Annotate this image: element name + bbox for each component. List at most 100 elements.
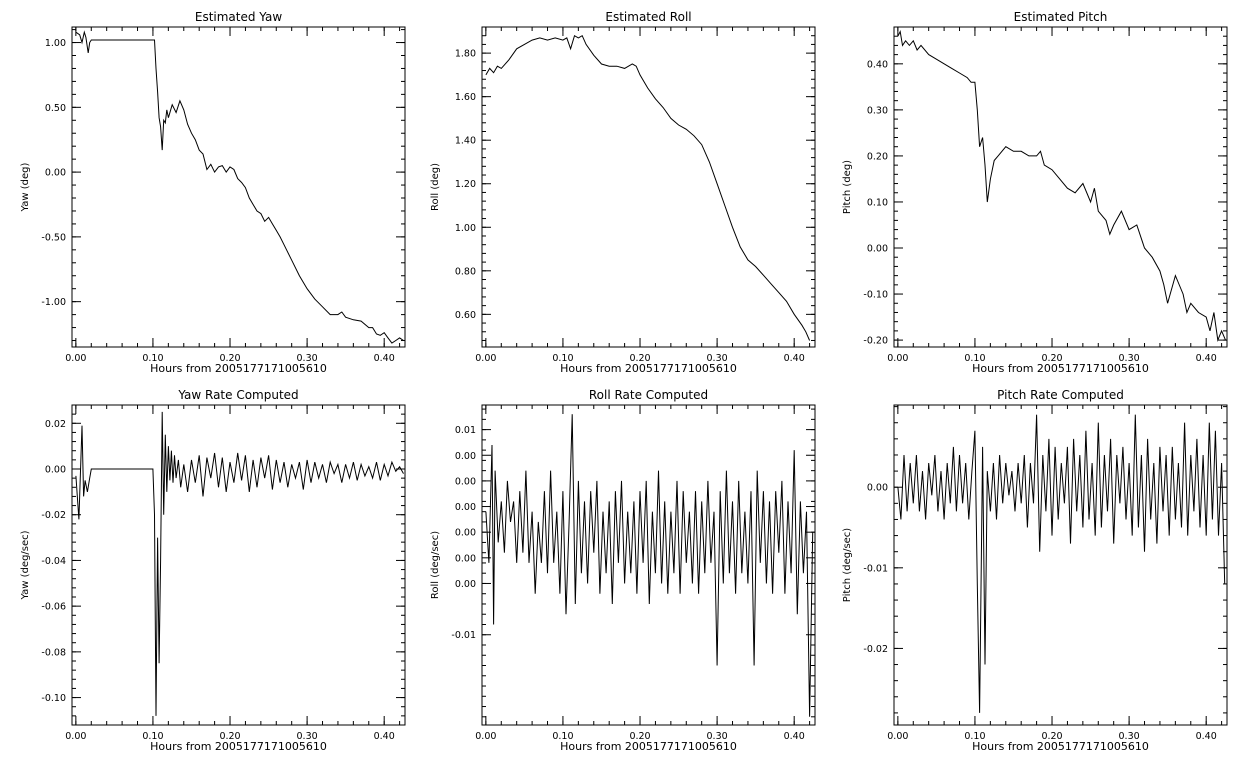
- y-tick-label: -0.20: [863, 336, 888, 347]
- y-tick-label: 1.60: [455, 92, 476, 103]
- x-tick-label: 0.20: [1041, 353, 1062, 364]
- chart-title: Pitch Rate Computed: [997, 388, 1124, 402]
- y-axis-label: Pitch (deg): [842, 160, 853, 214]
- x-tick-label: 0.30: [707, 353, 728, 364]
- y-tick-label: 0.00: [867, 483, 888, 494]
- x-tick-label: 0.30: [707, 731, 728, 742]
- x-tick-label: 0.30: [297, 731, 318, 742]
- x-tick-label: 0.10: [142, 731, 163, 742]
- series-line: [75, 30, 404, 344]
- y-axis-label: Yaw (deg): [20, 162, 31, 212]
- y-tick-label: 0.00: [45, 168, 66, 179]
- y-tick-label: 1.80: [455, 49, 476, 60]
- y-tick-label: 0.00: [455, 502, 476, 513]
- x-tick-label: 0.40: [374, 731, 395, 742]
- y-tick-label: -0.08: [41, 647, 66, 658]
- y-tick-label: -0.01: [863, 563, 888, 574]
- x-tick-label: 0.00: [475, 731, 496, 742]
- y-tick-label: -0.10: [863, 290, 888, 301]
- chart-panel-1: 0.00 0.10 0.20 0.30 0.40 -1.00 -0.50 0.00 0.50 1.…: [20, 10, 406, 375]
- x-tick-label: 0.20: [629, 353, 650, 364]
- x-tick-label: 0.20: [219, 353, 240, 364]
- series-line: [897, 414, 1226, 713]
- y-tick-label: 0.80: [455, 266, 476, 277]
- x-axis-label: Hours from 2005177171005610: [150, 740, 327, 753]
- series-line: [75, 411, 404, 716]
- y-tick-label: 1.20: [455, 179, 476, 190]
- x-tick-label: 0.30: [297, 353, 318, 364]
- x-axis-label: Hours from 2005177171005610: [560, 362, 737, 375]
- chart-panel-6: 0.00 0.10 0.20 0.30 0.40 -0.02 -0.01 0.00 Pitch …: [842, 388, 1228, 753]
- y-tick-label: 0.30: [867, 105, 888, 116]
- chart-panel-5: 0.00 0.10 0.20 0.30 0.40 -0.01 0.00 0.00 0.00 0.0…: [430, 388, 816, 753]
- plot-frame: [893, 404, 1228, 726]
- x-tick-label: 0.10: [964, 353, 985, 364]
- y-tick-label: 0.00: [455, 451, 476, 462]
- plot-frame: [481, 26, 816, 348]
- chart-panel-2: 0.00 0.10 0.20 0.30 0.40 0.60 0.80 1.00 1.20 1.40…: [430, 10, 816, 375]
- x-tick-label: 0.40: [784, 731, 805, 742]
- plot-frame: [71, 404, 406, 726]
- x-tick-label: 0.40: [1196, 353, 1217, 364]
- x-tick-label: 0.20: [1041, 731, 1062, 742]
- y-tick-label: 1.00: [45, 38, 66, 49]
- x-tick-label: 0.40: [1196, 731, 1217, 742]
- x-axis-label: Hours from 2005177171005610: [150, 362, 327, 375]
- x-tick-label: 0.30: [1119, 731, 1140, 742]
- chart-title: Estimated Roll: [605, 10, 691, 24]
- x-tick-label: 0.30: [1119, 353, 1140, 364]
- series-line: [897, 30, 1226, 342]
- plot-frame: [481, 404, 816, 726]
- y-tick-label: -1.00: [41, 297, 66, 308]
- x-tick-label: 0.00: [65, 353, 86, 364]
- y-tick-label: 0.00: [455, 528, 476, 539]
- x-tick-label: 0.10: [964, 731, 985, 742]
- x-tick-label: 0.20: [629, 731, 650, 742]
- chart-panel-4: 0.00 0.10 0.20 0.30 0.40 -0.10 -0.08 -0.06 -0.04…: [20, 388, 406, 753]
- chart-panel-3: 0.00 0.10 0.20 0.30 0.40 -0.20 -0.10 0.00 0.10 0.…: [842, 10, 1228, 375]
- y-tick-label: -0.04: [41, 556, 66, 567]
- y-axis-label: Yaw (deg/sec): [20, 530, 31, 600]
- y-tick-label: -0.02: [41, 510, 66, 521]
- chart-title: Estimated Pitch: [1014, 10, 1108, 24]
- y-axis-label: Roll (deg/sec): [430, 531, 441, 599]
- x-axis-label: Hours from 2005177171005610: [972, 740, 1149, 753]
- y-tick-label: 0.40: [867, 59, 888, 70]
- y-tick-label: 0.01: [455, 425, 476, 436]
- plot-frame: [71, 26, 406, 348]
- y-tick-label: 0.00: [455, 553, 476, 564]
- y-tick-label: 0.00: [867, 244, 888, 255]
- y-axis-label: Pitch (deg/sec): [842, 528, 853, 603]
- y-tick-label: 0.00: [45, 465, 66, 476]
- chart-title: Roll Rate Computed: [589, 388, 708, 402]
- x-axis-label: Hours from 2005177171005610: [972, 362, 1149, 375]
- plot-frame: [893, 26, 1228, 348]
- y-tick-label: -0.50: [41, 232, 66, 243]
- x-tick-label: 0.10: [142, 353, 163, 364]
- y-tick-label: 0.20: [867, 151, 888, 162]
- y-tick-label: 0.10: [867, 197, 888, 208]
- x-tick-label: 0.10: [552, 731, 573, 742]
- y-tick-label: 1.00: [455, 223, 476, 234]
- x-tick-label: 0.00: [887, 353, 908, 364]
- y-tick-label: 0.02: [45, 419, 66, 430]
- series-line: [485, 414, 814, 717]
- y-tick-label: 1.40: [455, 136, 476, 147]
- chart-title: Yaw Rate Computed: [177, 388, 298, 402]
- y-tick-label: -0.01: [451, 630, 476, 641]
- y-tick-label: 0.00: [455, 476, 476, 487]
- series-line: [485, 34, 811, 341]
- x-tick-label: 0.00: [475, 353, 496, 364]
- y-tick-label: -0.02: [863, 644, 888, 655]
- x-tick-label: 0.00: [887, 731, 908, 742]
- x-tick-label: 0.00: [65, 731, 86, 742]
- chart-title: Estimated Yaw: [195, 10, 282, 24]
- y-axis-label: Roll (deg): [430, 163, 441, 211]
- x-tick-label: 0.40: [784, 353, 805, 364]
- y-tick-label: -0.06: [41, 602, 66, 613]
- x-tick-label: 0.40: [374, 353, 395, 364]
- y-tick-label: 0.00: [455, 579, 476, 590]
- y-tick-label: 0.60: [455, 310, 476, 321]
- y-tick-label: 0.50: [45, 103, 66, 114]
- x-axis-label: Hours from 2005177171005610: [560, 740, 737, 753]
